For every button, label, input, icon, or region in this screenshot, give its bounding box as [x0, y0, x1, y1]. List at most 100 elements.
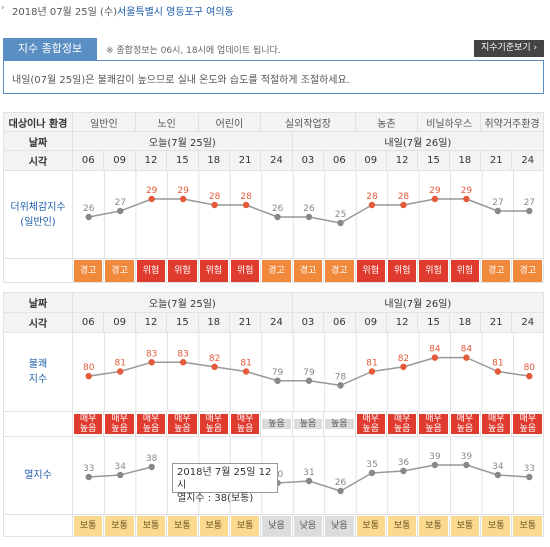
- series-line-segment: [466, 356, 499, 373]
- data-label: 28: [240, 192, 252, 202]
- data-point[interactable]: [242, 368, 250, 375]
- status-badge: 보통: [74, 515, 103, 536]
- data-point[interactable]: [526, 207, 533, 215]
- data-point[interactable]: [179, 195, 187, 203]
- data-point[interactable]: [494, 368, 502, 375]
- status-cell: 보통: [448, 514, 482, 537]
- data-point[interactable]: [526, 372, 533, 380]
- data-point[interactable]: [526, 473, 533, 481]
- time-label: 시각: [3, 150, 73, 171]
- category-tab[interactable]: 어린이: [197, 112, 262, 132]
- data-point[interactable]: [368, 201, 376, 209]
- time-cell: 09: [354, 150, 387, 171]
- data-point[interactable]: [494, 471, 502, 479]
- status-badge: 매우 높음: [199, 414, 228, 434]
- category-tab[interactable]: 취약거주환경: [480, 112, 544, 132]
- data-point[interactable]: [85, 372, 92, 380]
- data-point[interactable]: [400, 363, 407, 371]
- series-line-segment: [88, 474, 121, 478]
- heat-feel-label-line1: 더위체감지수: [10, 201, 66, 213]
- status-cell: 매우 높음: [166, 411, 199, 437]
- series-line-segment: [340, 472, 373, 492]
- data-point[interactable]: [463, 195, 470, 203]
- time-cell: 18: [448, 150, 482, 171]
- data-point[interactable]: [400, 201, 407, 209]
- data-point[interactable]: [211, 363, 218, 371]
- data-point[interactable]: [117, 368, 124, 375]
- data-point[interactable]: [431, 461, 439, 469]
- status-cell: 매우 높음: [417, 411, 450, 437]
- data-point[interactable]: [117, 471, 124, 479]
- data-point[interactable]: [368, 469, 376, 477]
- data-point[interactable]: [305, 477, 313, 485]
- tab-index-summary[interactable]: 지수 종합정보: [3, 38, 97, 60]
- data-point[interactable]: [274, 377, 281, 384]
- time-cell: 06: [323, 312, 356, 333]
- data-point[interactable]: [85, 213, 92, 221]
- data-point[interactable]: [305, 377, 313, 384]
- status-cell: 위험: [134, 258, 168, 283]
- data-point[interactable]: [463, 354, 470, 361]
- data-point[interactable]: [211, 201, 218, 209]
- line-chart-cell: 26 27 29 29 28 28 26 26 25 28 28 29 29 27 27: [72, 170, 544, 259]
- data-point[interactable]: [431, 354, 439, 361]
- status-cell: 높음: [260, 411, 293, 437]
- data-label: 29: [177, 186, 189, 196]
- data-point[interactable]: [148, 195, 155, 203]
- data-point[interactable]: [337, 382, 344, 389]
- time-cell: 03: [291, 312, 325, 333]
- status-cell: 매우 높음: [228, 411, 262, 437]
- data-point[interactable]: [463, 461, 470, 469]
- tomorrow-label: 내일(7월 26일): [291, 131, 545, 151]
- discomfort-label-line2: 지수: [28, 374, 48, 385]
- status-cell: 경고: [323, 258, 356, 283]
- data-point[interactable]: [274, 213, 281, 221]
- data-label: 27: [524, 198, 535, 208]
- data-point[interactable]: [337, 487, 344, 495]
- time-cell: 21: [228, 150, 262, 171]
- line-chart: 26 27 29 29 28 28 26 26 25 28 28 29 29 27 27: [83, 171, 535, 259]
- data-label: 26: [272, 204, 284, 214]
- status-badge: 보통: [482, 515, 511, 536]
- header-location[interactable]: 서울특별시 영등포구 여의동: [117, 7, 234, 18]
- data-point[interactable]: [148, 463, 155, 471]
- date-label: 날짜: [3, 131, 73, 151]
- category-tab[interactable]: 노인: [134, 112, 199, 132]
- data-point[interactable]: [148, 359, 155, 366]
- status-cell: 매우 높음: [71, 411, 105, 437]
- info-message: 내일(07월 25일)은 불쾌감이 높으므로 실내 온도와 습도를 적절하게 조…: [3, 60, 544, 94]
- status-cell: 보통: [480, 514, 513, 537]
- status-cell: 위험: [228, 258, 262, 283]
- data-point[interactable]: [117, 207, 124, 215]
- series-line-segment: [119, 198, 152, 212]
- data-label: 84: [461, 345, 473, 355]
- status-badge: 보통: [387, 515, 417, 536]
- data-point[interactable]: [179, 359, 187, 366]
- data-point[interactable]: [337, 219, 344, 227]
- data-point[interactable]: [242, 201, 250, 209]
- status-badge: 높음: [325, 419, 354, 429]
- category-tab[interactable]: 비닐하우스: [417, 112, 482, 132]
- status-cell: 높음: [323, 411, 356, 437]
- data-label: 29: [146, 186, 158, 196]
- series-line-segment: [308, 380, 341, 387]
- status-badge: 경고: [482, 259, 511, 282]
- index-standard-button[interactable]: 지수기준보기 ›: [474, 40, 544, 57]
- status-badge: 위험: [450, 259, 480, 282]
- data-point[interactable]: [85, 473, 92, 481]
- data-point[interactable]: [368, 368, 376, 375]
- status-cell: 위험: [385, 258, 419, 283]
- data-point[interactable]: [400, 467, 407, 475]
- status-label-empty: [3, 514, 73, 537]
- data-point[interactable]: [305, 213, 313, 221]
- time-cell: 21: [228, 312, 262, 333]
- data-point[interactable]: [431, 195, 439, 203]
- series-line-segment: [466, 198, 499, 212]
- status-badge: 위험: [230, 259, 260, 282]
- data-label: 81: [366, 359, 377, 369]
- category-tab[interactable]: 일반인: [72, 112, 136, 132]
- data-point[interactable]: [494, 207, 502, 215]
- status-badge: 매우 높음: [356, 414, 385, 434]
- category-tab[interactable]: 농촌: [354, 112, 419, 132]
- category-tab[interactable]: 실외작업장: [260, 112, 356, 132]
